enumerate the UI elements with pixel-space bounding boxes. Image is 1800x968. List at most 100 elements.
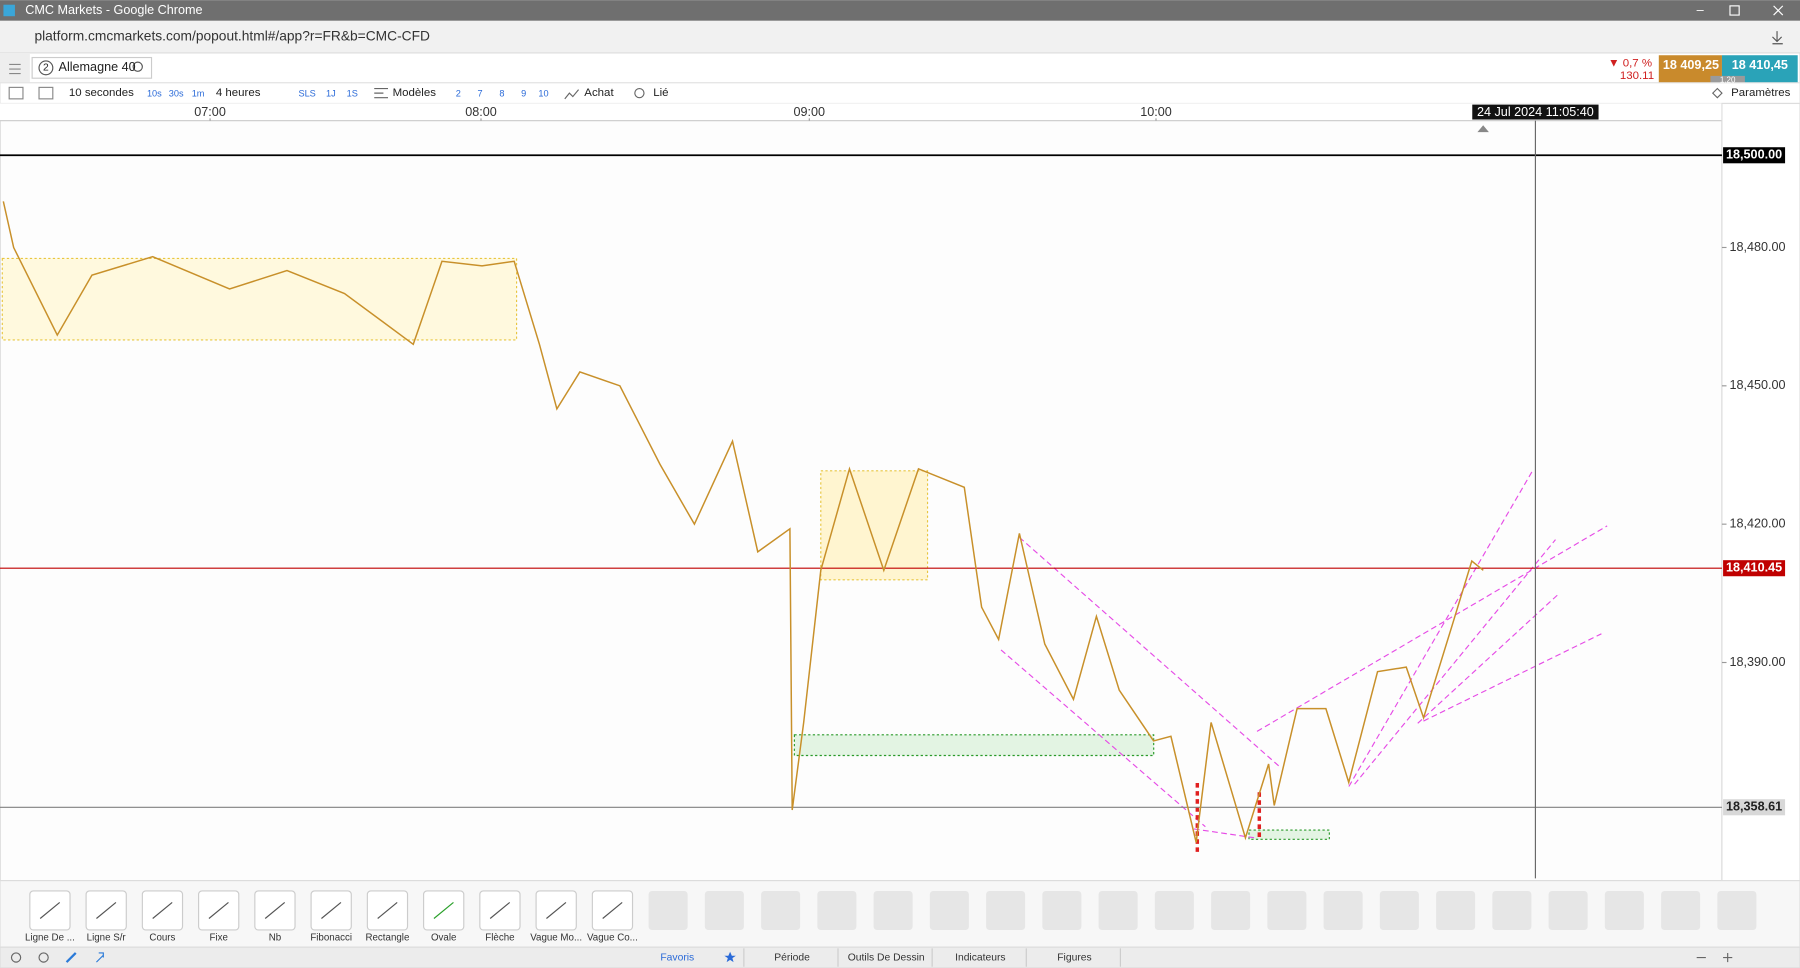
models[interactable]: Modèles <box>393 87 437 99</box>
quick-interval[interactable]: 10s <box>147 89 162 99</box>
sell-price[interactable]: 18 409,25 <box>1663 58 1719 72</box>
empty-slot[interactable] <box>1211 890 1251 930</box>
tool-label[interactable]: Nb <box>269 933 282 944</box>
empty-slot[interactable] <box>1661 890 1701 930</box>
draw-icon[interactable] <box>65 952 77 963</box>
trend-line[interactable] <box>1354 539 1556 785</box>
instrument-search[interactable] <box>31 56 153 79</box>
quick-interval[interactable]: 1m <box>192 89 205 99</box>
empty-slot[interactable] <box>1267 890 1307 930</box>
close[interactable] <box>1773 5 1784 16</box>
badge-circle <box>38 60 54 76</box>
trend-line[interactable] <box>1193 828 1258 839</box>
tool-label[interactable]: Vague Mo... <box>530 933 582 944</box>
search-icon[interactable] <box>132 61 143 72</box>
count-option[interactable]: 10 <box>538 89 548 99</box>
tab[interactable]: Indicateurs <box>955 952 1006 963</box>
range-option[interactable]: 1J <box>326 89 336 99</box>
tab[interactable]: Figures <box>1057 952 1091 963</box>
empty-slot[interactable] <box>817 890 857 930</box>
empty-slot[interactable] <box>873 890 913 930</box>
url[interactable]: platform.cmcmarkets.com/popout.html#/app… <box>34 29 430 44</box>
settings[interactable]: Paramètres <box>1731 87 1791 99</box>
tool-label[interactable]: Cours <box>149 933 175 944</box>
range[interactable]: 4 heures <box>216 87 261 99</box>
trend-line[interactable] <box>1417 594 1559 724</box>
instrument-name: Allemagne 40 <box>59 60 136 74</box>
linked[interactable]: Lié <box>653 87 668 99</box>
tool-glyph <box>602 901 623 919</box>
count-option[interactable]: 2 <box>456 89 461 99</box>
clear-icon[interactable] <box>38 952 49 963</box>
tool-glyph <box>321 901 342 919</box>
tool-label[interactable]: Fixe <box>209 933 227 944</box>
x-tick-label: 10:00 <box>1140 105 1172 119</box>
tab[interactable]: Outils De Dessin <box>848 952 925 963</box>
range-box[interactable] <box>820 470 929 581</box>
empty-slot[interactable] <box>1323 890 1363 930</box>
empty-slot[interactable] <box>761 890 801 930</box>
trend-line[interactable] <box>1000 649 1206 828</box>
support-box[interactable] <box>793 734 1155 757</box>
range-option[interactable]: 1S <box>347 89 358 99</box>
count-option[interactable]: 8 <box>499 89 504 99</box>
empty-slot[interactable] <box>1604 890 1644 930</box>
empty-slot[interactable] <box>929 890 969 930</box>
empty-slot[interactable] <box>1154 890 1194 930</box>
maximize[interactable] <box>1729 5 1740 16</box>
cursor-label-box <box>1472 104 1599 120</box>
download-icon[interactable] <box>1772 31 1783 45</box>
empty-slot[interactable] <box>1098 890 1138 930</box>
tool-glyph <box>489 901 511 919</box>
buy-button[interactable]: Achat <box>584 87 614 99</box>
trend-line[interactable] <box>1348 470 1534 787</box>
minimize[interactable]: – <box>1697 3 1704 17</box>
tool-label[interactable]: Fibonacci <box>310 933 352 944</box>
layout-icon[interactable] <box>8 86 24 100</box>
trend-line[interactable] <box>1256 525 1608 732</box>
link-icon <box>634 87 645 99</box>
count-option[interactable]: 7 <box>478 89 483 99</box>
tool-label[interactable]: Ovale <box>431 933 456 944</box>
instrument-badge: 2 <box>43 63 49 74</box>
buy-price[interactable]: 18 410,45 <box>1732 58 1788 72</box>
empty-slot[interactable] <box>1042 890 1082 930</box>
title-bar <box>0 0 1800 21</box>
range-option[interactable]: SLS <box>298 89 315 99</box>
tab[interactable]: Période <box>774 952 810 963</box>
trend-lines <box>1000 470 1608 839</box>
y-tick-label: 18,420.00 <box>1729 516 1785 530</box>
grid-icon[interactable] <box>38 86 54 100</box>
quick-interval[interactable]: 30s <box>169 89 184 99</box>
tab[interactable]: Favoris <box>660 952 694 963</box>
empty-slot[interactable] <box>1717 890 1757 930</box>
empty-slot[interactable] <box>648 890 688 930</box>
menu-icon <box>9 63 21 75</box>
empty-slot[interactable] <box>986 890 1026 930</box>
menu-button[interactable] <box>0 52 30 83</box>
change-pct: ▼ 0,7 % <box>1608 57 1652 69</box>
tool-label[interactable]: Ligne De ... <box>25 933 75 944</box>
tool-glyph <box>433 901 454 919</box>
zoom-icons[interactable] <box>1696 952 1733 963</box>
empty-slot[interactable] <box>1548 890 1588 930</box>
interval[interactable]: 10 secondes <box>69 87 134 99</box>
trend-line[interactable] <box>1423 633 1602 722</box>
tool-glyph <box>546 901 567 919</box>
arrow-icon[interactable] <box>96 952 104 963</box>
empty-slot[interactable] <box>1379 890 1419 930</box>
trend-line[interactable] <box>1019 536 1281 768</box>
empty-slot[interactable] <box>1492 890 1532 930</box>
tool-label[interactable]: Vague Co... <box>587 933 638 944</box>
range-box[interactable] <box>1 257 518 341</box>
count-option[interactable]: 9 <box>521 89 526 99</box>
empty-slot[interactable] <box>1436 890 1476 930</box>
time-axis <box>0 103 1722 121</box>
price-level-box <box>1723 799 1786 816</box>
refresh-icon[interactable] <box>10 952 22 963</box>
support-box[interactable] <box>1248 829 1330 840</box>
tool-label[interactable]: Flèche <box>485 933 514 944</box>
tool-label[interactable]: Rectangle <box>365 933 409 944</box>
empty-slot[interactable] <box>704 890 744 930</box>
tool-label[interactable]: Ligne S/r <box>87 933 127 944</box>
